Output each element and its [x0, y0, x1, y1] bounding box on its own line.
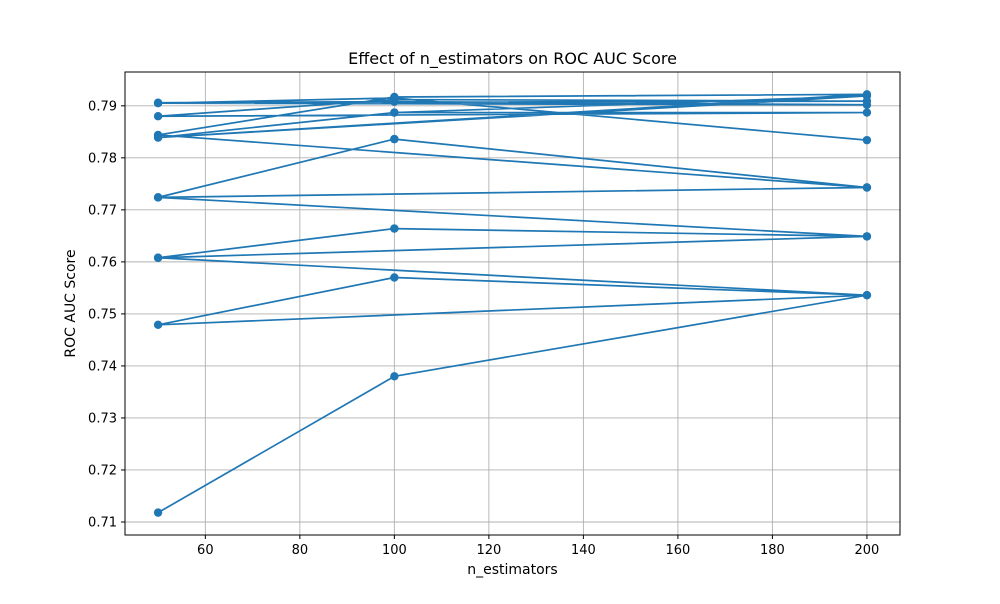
series-layer — [153, 90, 872, 517]
x-axis-label: n_estimators — [467, 562, 557, 578]
plot-frame — [124, 71, 901, 536]
data-point-marker — [862, 135, 872, 145]
y-tick-label: 0.73 — [88, 411, 117, 426]
data-point-marker — [390, 93, 399, 103]
y-axis-ticks: 0.71 0.72 0.73 0.74 0.75 0.76 0.77 0.78 0.79 — [88, 99, 125, 530]
y-tick-label: 0.79 — [88, 99, 117, 114]
y-tick-label: 0.71 — [88, 515, 117, 530]
y-tick-label: 0.72 — [88, 463, 117, 478]
data-point-marker — [153, 193, 163, 202]
y-tick-label: 0.74 — [88, 359, 117, 374]
series-line — [157, 93, 868, 514]
data-point-marker — [390, 273, 399, 282]
y-axis-label: ROC AUC Score — [63, 249, 79, 357]
data-point-marker — [390, 134, 399, 144]
x-tick-label: 200 — [855, 543, 880, 558]
x-tick-label: 80 — [292, 543, 309, 558]
data-point-marker — [153, 112, 163, 121]
data-point-marker — [862, 232, 872, 241]
data-point-marker — [153, 508, 163, 517]
data-point-marker — [862, 183, 872, 192]
data-point-marker — [862, 290, 872, 300]
x-tick-label: 100 — [382, 543, 407, 558]
data-point-marker — [153, 99, 163, 108]
x-tick-label: 60 — [197, 543, 214, 558]
data-point-marker — [153, 133, 163, 142]
chart-title: Effect of n_estimators on ROC AUC Score — [348, 49, 677, 69]
data-point-marker — [153, 320, 163, 330]
y-tick-label: 0.77 — [88, 203, 117, 218]
x-axis-ticks: 60 80 100 120 140 160 180 200 — [197, 535, 879, 558]
data-point-marker — [862, 108, 872, 117]
grid-lines — [125, 72, 900, 535]
y-tick-label: 0.78 — [88, 151, 117, 166]
data-point-marker — [390, 108, 399, 117]
data-point-marker — [390, 372, 399, 381]
data-point-marker — [153, 253, 163, 262]
data-point-marker — [390, 224, 399, 233]
data-point-marker — [862, 100, 872, 109]
x-tick-label: 140 — [571, 543, 596, 558]
x-tick-label: 120 — [476, 543, 501, 558]
x-tick-label: 160 — [665, 543, 690, 558]
x-tick-label: 180 — [760, 543, 785, 558]
y-tick-label: 0.76 — [88, 255, 117, 270]
y-tick-label: 0.75 — [88, 307, 117, 322]
